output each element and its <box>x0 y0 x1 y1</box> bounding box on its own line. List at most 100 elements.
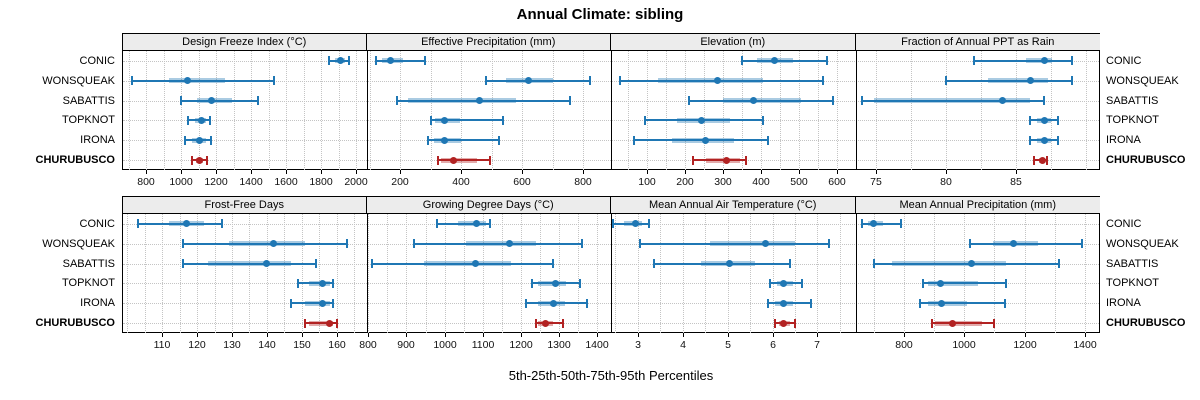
whisker-cap-high <box>578 278 581 288</box>
whisker-cap-high <box>561 318 564 328</box>
panel-gridline <box>837 51 838 170</box>
axis-tick-label: 1000 <box>952 339 976 351</box>
percentile-whisker <box>375 59 425 62</box>
whisker-cap-low <box>374 56 377 66</box>
whisker-cap-high <box>1057 115 1060 125</box>
median-dot <box>1040 136 1048 144</box>
whisker-cap-low <box>136 219 139 229</box>
panel-gridline <box>302 214 303 333</box>
panel-gridline <box>461 51 462 170</box>
panel-header-effective-precipitation-mm: Effective Precipitation (mm) <box>366 33 611 51</box>
panel-gridline <box>284 214 285 333</box>
panel-gridline <box>685 51 686 170</box>
panel-gridline <box>370 51 371 170</box>
median-dot <box>698 116 706 124</box>
panel-gridline <box>492 51 493 170</box>
panel-divider <box>611 214 612 333</box>
site-label-left-sabattis: SABATTIS <box>62 95 115 107</box>
whisker-cap-high <box>1005 278 1008 288</box>
panel-gridline <box>934 214 935 333</box>
panel-gridline <box>215 214 216 333</box>
whisker-cap-low <box>327 56 330 66</box>
axis-tick-label: 1000 <box>433 339 457 351</box>
panel-gridline <box>232 214 233 333</box>
panel-gridline <box>666 51 667 170</box>
axis-tick <box>685 170 686 174</box>
panel-header-mean-annual-precipitation-mm: Mean Annual Precipitation (mm) <box>855 196 1100 214</box>
panel-gridline <box>1016 51 1017 170</box>
whisker-cap-low <box>769 278 772 288</box>
axis-tick <box>1016 170 1017 174</box>
panel-gridline <box>876 51 877 170</box>
axis-tick <box>216 170 217 174</box>
panel-gridline <box>780 51 781 170</box>
site-label-left-topknot: TOPKNOT <box>62 114 115 126</box>
whisker-cap-high <box>822 76 825 86</box>
whisker-cap-low <box>619 76 622 86</box>
whisker-cap-low <box>187 115 190 125</box>
panel-gridline <box>583 51 584 170</box>
whisker-cap-low <box>435 219 438 229</box>
whisker-cap-high <box>498 135 501 145</box>
axis-tick <box>197 333 198 337</box>
axis-tick <box>406 333 407 337</box>
panel-gridline <box>339 51 340 170</box>
panel-gridline <box>319 214 320 333</box>
axis-tick <box>302 333 303 337</box>
median-dot <box>632 220 640 228</box>
x-axis-caption: 5th-25th-50th-75th-95th Percentiles <box>508 368 714 383</box>
whisker-cap-high <box>209 115 212 125</box>
percentile-whisker <box>946 79 1073 82</box>
panel-header-fraction-of-annual-ppt-as-rain: Fraction of Annual PPT as Rain <box>855 33 1100 51</box>
median-dot <box>549 299 557 307</box>
percentile-whisker <box>438 159 491 162</box>
whisker-cap-high <box>501 115 504 125</box>
chart-title: Annual Climate: sibling <box>516 6 684 23</box>
site-label-left-conic: CONIC <box>79 55 115 67</box>
whisker-cap-low <box>182 239 185 249</box>
panel-gridline <box>578 214 579 333</box>
median-dot <box>336 57 344 65</box>
panel-gridline <box>145 214 146 333</box>
whisker-cap-high <box>205 155 208 165</box>
whisker-cap-high <box>348 56 351 66</box>
axis-tick-label: 800 <box>895 339 913 351</box>
median-dot <box>183 220 191 228</box>
median-dot <box>713 77 721 85</box>
median-dot <box>1040 116 1048 124</box>
axis-tick-label: 110 <box>153 339 171 351</box>
percentile-whisker <box>974 59 1073 62</box>
whisker-cap-high <box>993 318 996 328</box>
panel-gridline <box>964 214 965 333</box>
axis-tick <box>773 333 774 337</box>
percentile-whisker <box>861 222 901 225</box>
median-dot <box>524 77 532 85</box>
axis-tick-label: 150 <box>293 339 311 351</box>
median-dot <box>968 260 976 268</box>
axis-tick <box>251 170 252 174</box>
whisker-cap-high <box>789 259 792 269</box>
percentile-whisker <box>372 262 554 265</box>
percentile-whisker <box>535 322 563 325</box>
panel-gridline <box>647 51 648 170</box>
median-dot <box>440 116 448 124</box>
panel-gridline <box>522 51 523 170</box>
median-dot <box>476 97 484 105</box>
median-dot <box>207 97 215 105</box>
axis-tick-label: 600 <box>828 176 846 188</box>
whisker-cap-low <box>180 96 183 106</box>
panel-gridline <box>597 214 598 333</box>
axis-tick <box>559 333 560 337</box>
whisker-cap-low <box>945 76 948 86</box>
whisker-cap-low <box>612 219 615 229</box>
whisker-cap-low <box>1033 155 1036 165</box>
panel-gridline <box>354 214 355 333</box>
axis-tick-label: 2000 <box>344 176 368 188</box>
site-label-left-churubusco: CHURUBUSCO <box>35 317 115 329</box>
whisker-cap-high <box>1043 96 1046 106</box>
panel-gridline <box>521 214 522 333</box>
whisker-cap-low <box>304 318 307 328</box>
whisker-cap-high <box>220 219 223 229</box>
percentile-whisker <box>427 139 500 142</box>
whisker-cap-high <box>210 135 213 145</box>
